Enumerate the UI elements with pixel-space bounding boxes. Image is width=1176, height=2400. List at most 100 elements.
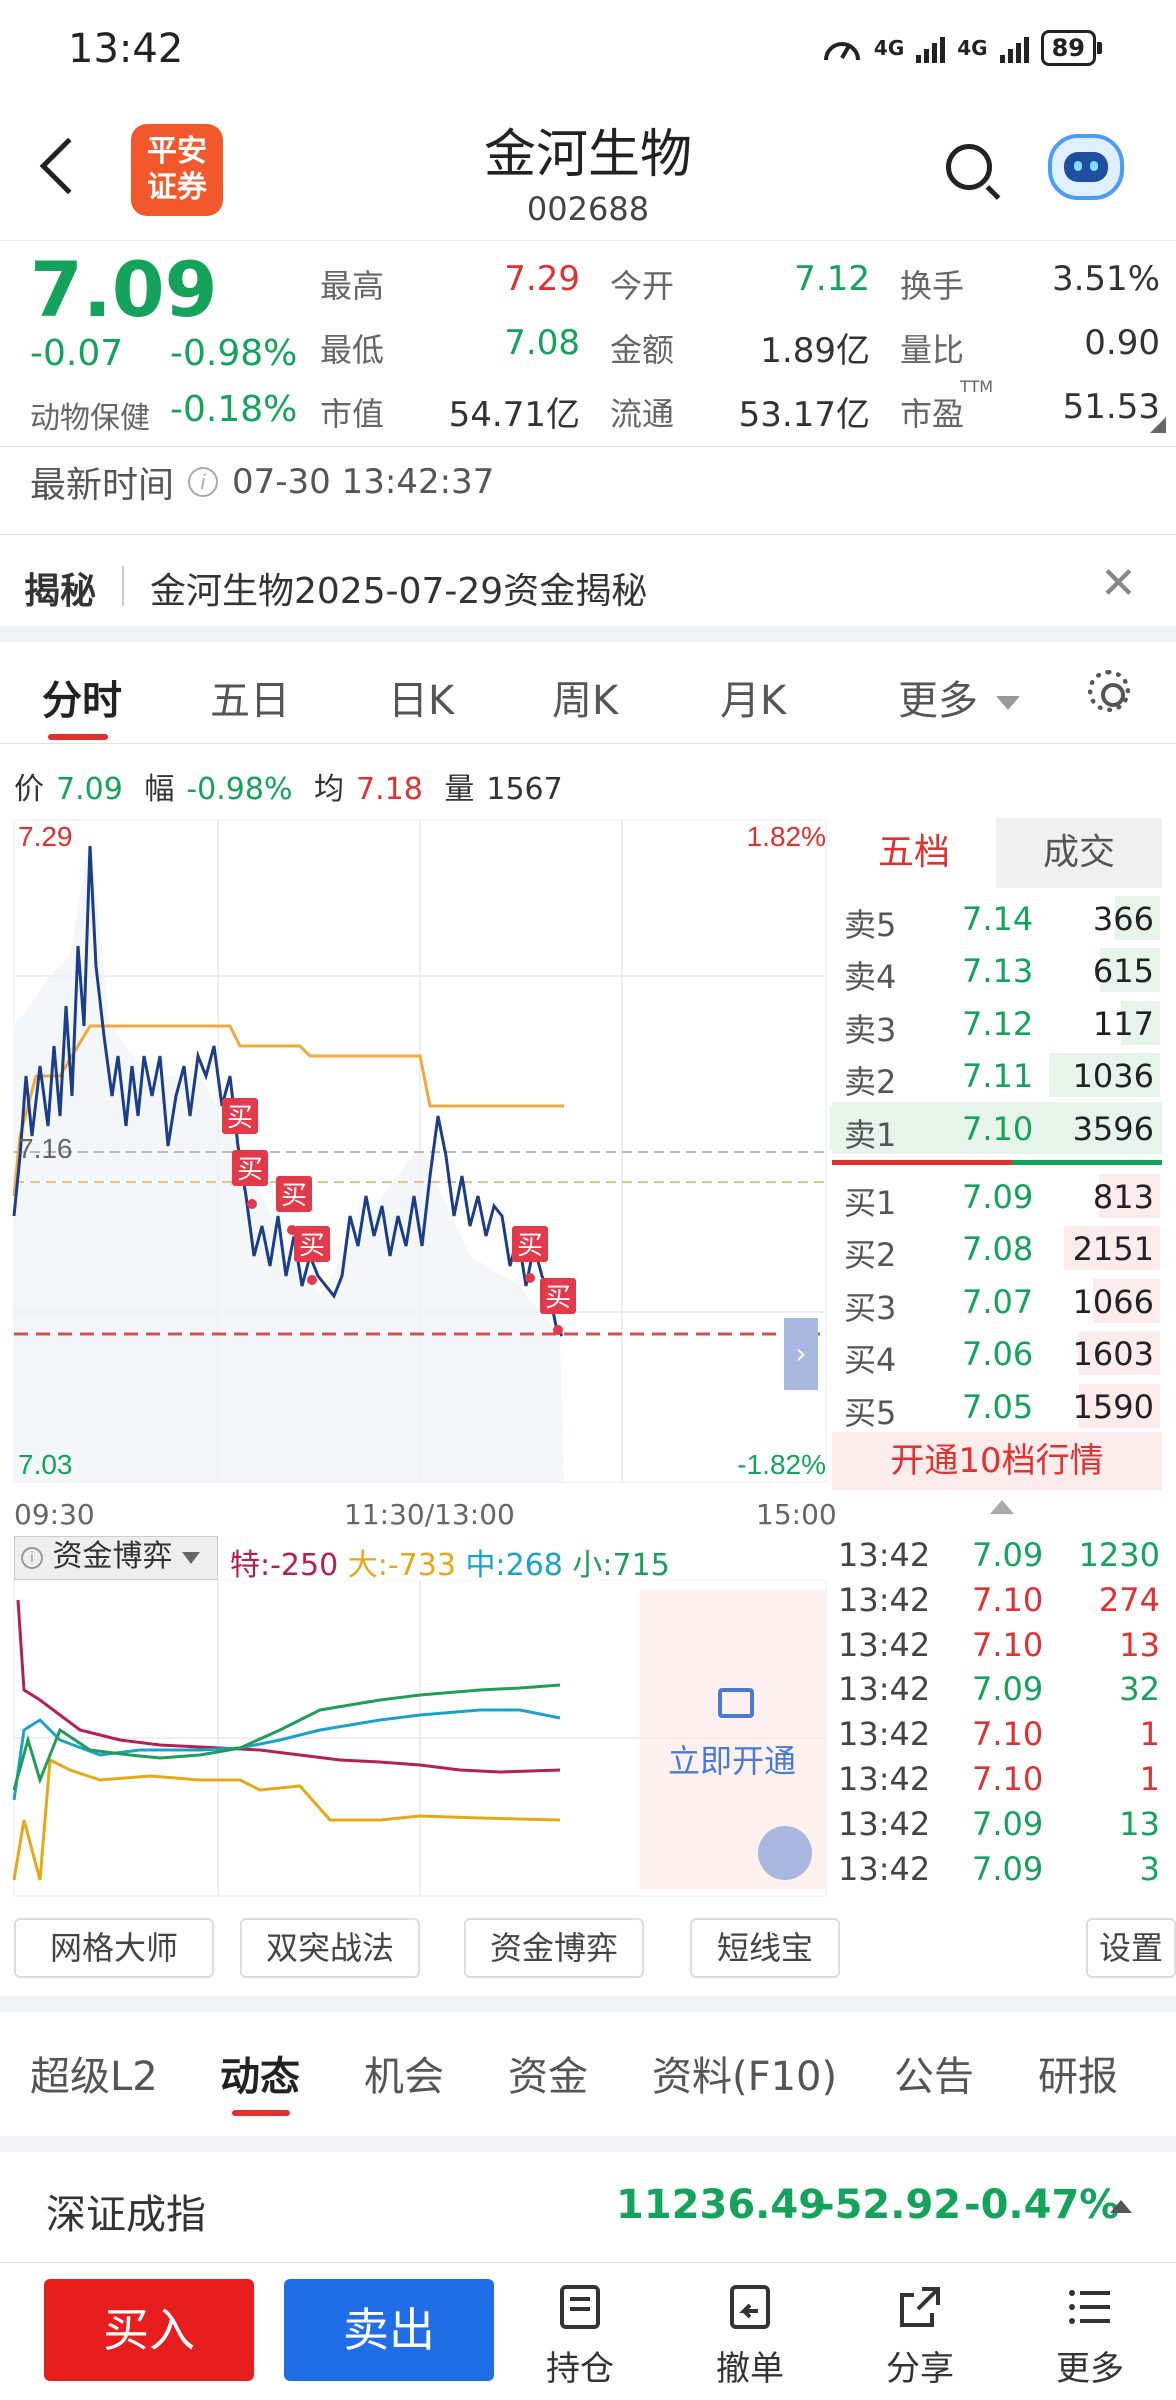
tick-time: 13:42 xyxy=(838,1580,931,1619)
chevron-up-icon[interactable] xyxy=(990,1500,1014,1514)
gear-icon[interactable] xyxy=(1088,670,1130,712)
tool-grid-master[interactable]: 网格大师 xyxy=(14,1918,214,1978)
tab-announcements[interactable]: 公告 xyxy=(894,2054,974,2100)
tab-five-day[interactable]: 五日 xyxy=(210,678,290,724)
amp-label: 幅 xyxy=(144,772,175,807)
tick-time: 13:42 xyxy=(838,1804,931,1843)
more-label: 更多 xyxy=(1056,2349,1124,2389)
broker-logo[interactable]: 平安 证券 xyxy=(131,124,223,216)
bid-level-row[interactable]: 买2 7.08 2151 xyxy=(832,1222,1162,1274)
search-icon[interactable] xyxy=(946,144,992,190)
legend-special: 特:-250 xyxy=(230,1548,339,1583)
y-low-label: 7.03 xyxy=(18,1449,73,1480)
tab-intraday[interactable]: 分时 xyxy=(42,678,122,724)
level-volume: 615 xyxy=(1092,952,1154,991)
level-price: 7.09 xyxy=(962,1178,1034,1216)
sector-name[interactable]: 动物保健 xyxy=(30,401,150,436)
tool-settings[interactable]: 设置 xyxy=(1086,1918,1176,1978)
latest-time: 最新时间 i 07-30 13:42:37 xyxy=(30,456,494,508)
fund-game-chart[interactable] xyxy=(0,1580,832,1900)
fund-game-selector[interactable]: i 资金博弈 xyxy=(14,1536,218,1580)
speed-icon xyxy=(823,42,860,61)
level-volume: 1590 xyxy=(1072,1387,1154,1426)
bid-level-row[interactable]: 买1 7.09 813 xyxy=(832,1170,1162,1222)
tick-volume: 32 xyxy=(1119,1670,1160,1709)
undo-icon xyxy=(730,2285,770,2329)
volume-depth-bar xyxy=(830,1105,1160,1150)
turnover-label: 换手 xyxy=(900,267,965,305)
low-label: 最低 xyxy=(320,331,385,369)
tab-research[interactable]: 研报 xyxy=(1038,2054,1118,2100)
buy-marker: 买 xyxy=(281,1181,307,1211)
level-label: 卖3 xyxy=(844,1010,897,1049)
tab-profile-f10[interactable]: 资料(F10) xyxy=(652,2054,838,2100)
high-value: 7.29 xyxy=(504,259,580,299)
tick-volume: 3 xyxy=(1139,1849,1160,1888)
level-label: 卖5 xyxy=(844,906,897,944)
tick-volume: 13 xyxy=(1119,1804,1160,1843)
tab-super-l2[interactable]: 超级L2 xyxy=(30,2054,158,2100)
index-ticker[interactable]: 深证成指 11236.49 -52.92 -0.47% xyxy=(0,2152,1176,2262)
share-button[interactable]: 分享 xyxy=(850,2283,990,2390)
positions-button[interactable]: 持仓 xyxy=(510,2283,650,2390)
tab-funds[interactable]: 资金 xyxy=(508,2054,588,2100)
bid-level-row[interactable]: 买3 7.07 1066 xyxy=(832,1275,1162,1327)
tool-fund-game[interactable]: 资金博弈 xyxy=(464,1918,644,1978)
tab-monthly-k[interactable]: 月K xyxy=(720,678,787,724)
header: 平安 证券 金河生物 002688 xyxy=(0,100,1176,240)
bid-level-row[interactable]: 买4 7.06 1603 xyxy=(832,1327,1162,1379)
tool-double-breakout[interactable]: 双突战法 xyxy=(240,1918,420,1978)
tab-more-label: 更多 xyxy=(898,678,978,724)
unlock-button[interactable]: 立即开通 xyxy=(668,1742,797,1780)
index-pct: -0.47% xyxy=(964,2182,1120,2228)
ask-level-row[interactable]: 卖1 7.10 3596 xyxy=(830,1101,1162,1154)
volume-depth-bar xyxy=(1115,896,1160,940)
tab-opportunity[interactable]: 机会 xyxy=(364,2054,444,2100)
level-label: 买5 xyxy=(844,1393,897,1432)
tab-weekly-k[interactable]: 周K xyxy=(552,678,619,724)
amount-label: 金额 xyxy=(610,331,675,369)
tick-time: 13:42 xyxy=(838,1536,931,1574)
price-change-pct: -0.98% xyxy=(170,333,298,374)
sell-button[interactable]: 卖出 xyxy=(284,2279,494,2381)
chevron-right-icon: › xyxy=(795,1337,806,1370)
upgrade-10-levels-button[interactable]: 开通10档行情 xyxy=(832,1432,1162,1490)
level-volume: 2151 xyxy=(1072,1230,1154,1269)
tick-price: 7.10 xyxy=(972,1580,1044,1619)
tab-news[interactable]: 动态 xyxy=(220,2054,300,2100)
battery-icon: 89 xyxy=(1040,30,1103,66)
ask-level-row[interactable]: 卖2 7.11 1036 xyxy=(832,1049,1162,1101)
tab-trades[interactable]: 成交 xyxy=(996,818,1162,888)
info-icon[interactable]: i xyxy=(188,467,219,497)
bid-level-row[interactable]: 买5 7.05 1590 xyxy=(832,1380,1162,1432)
expand-corner-icon[interactable] xyxy=(1150,417,1166,433)
tool-short-line[interactable]: 短线宝 xyxy=(690,1918,840,1978)
tab-more[interactable]: 更多 xyxy=(898,668,1020,726)
menu-icon xyxy=(1069,2290,1110,2324)
ask-level-row[interactable]: 卖4 7.13 615 xyxy=(832,944,1162,996)
level-price: 7.11 xyxy=(962,1057,1034,1096)
assistant-robot-icon[interactable] xyxy=(1048,134,1124,200)
ask-level-row[interactable]: 卖5 7.14 366 xyxy=(832,892,1162,944)
level-volume: 813 xyxy=(1092,1178,1154,1216)
y-high-label: 7.29 xyxy=(18,821,73,852)
cancel-order-button[interactable]: 撤单 xyxy=(680,2283,820,2390)
mktcap-label: 市值 xyxy=(320,395,385,433)
more-button[interactable]: 更多 xyxy=(1020,2283,1160,2390)
lock-icon xyxy=(718,1688,754,1718)
intraday-chart[interactable]: 7.29 7.03 7.16 1.82% -1.82% 买 买 买 买 买 买 … xyxy=(0,816,832,1496)
chevron-up-icon[interactable] xyxy=(1110,2200,1132,2213)
buy-button[interactable]: 买入 xyxy=(44,2279,254,2381)
close-icon[interactable]: ✕ xyxy=(1100,558,1137,609)
fullscreen-icon[interactable] xyxy=(758,1826,812,1880)
sector-pct: -0.18% xyxy=(170,389,298,430)
expand-panel-handle[interactable] xyxy=(784,1318,818,1390)
tab-five-levels[interactable]: 五档 xyxy=(832,818,996,888)
spread-bar-red xyxy=(832,1160,1012,1165)
level-volume: 1036 xyxy=(1072,1057,1154,1096)
x-end-label: 15:00 xyxy=(756,1498,837,1531)
action-bar: 买入 卖出 持仓 撤单 分享 更多 xyxy=(0,2262,1176,2400)
tab-daily-k[interactable]: 日K xyxy=(388,678,455,724)
fund-reveal-banner[interactable]: 揭秘 金河生物2025-07-29资金揭秘 ✕ xyxy=(0,540,1176,630)
ask-level-row[interactable]: 卖3 7.12 117 xyxy=(832,997,1162,1049)
